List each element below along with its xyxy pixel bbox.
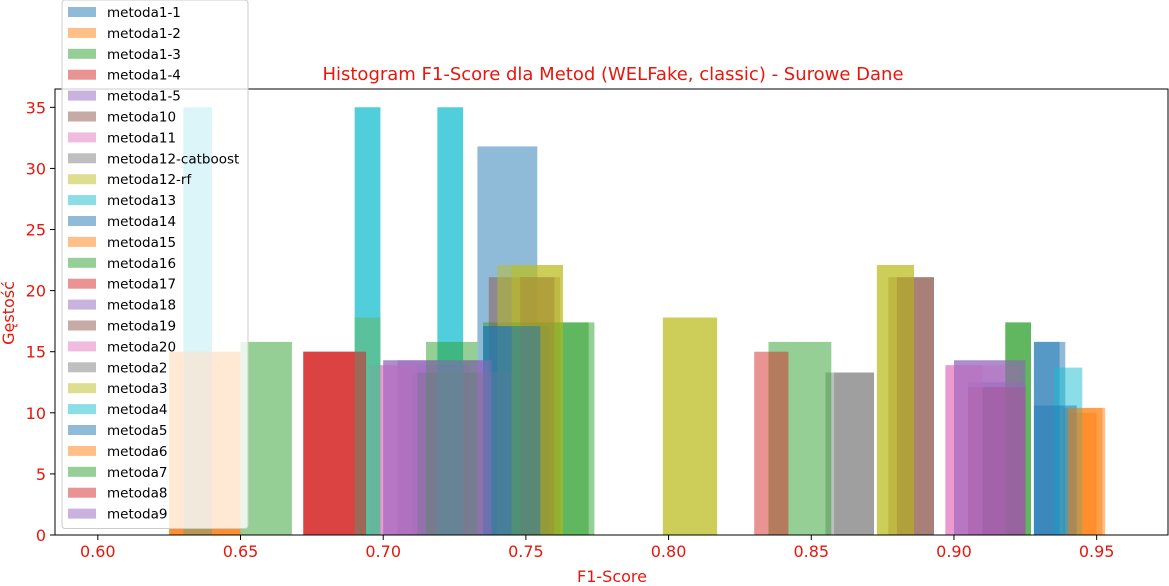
legend-label-metoda7: metoda7 xyxy=(107,465,167,481)
legend-label-metoda1-2: metoda1-2 xyxy=(107,26,181,42)
y-tick-label: 5 xyxy=(36,465,46,484)
legend-label-metoda1-5: metoda1-5 xyxy=(107,89,181,105)
legend-swatch-metoda14 xyxy=(68,216,96,226)
legend-swatch-metoda12-catboost xyxy=(68,153,96,164)
x-axis-ticks: 0.60 0.65 0.70 0.75 0.80 0.85 0.90 0.95 xyxy=(80,535,1114,561)
legend-label-metoda3: metoda3 xyxy=(107,381,167,397)
x-tick-label: 0.80 xyxy=(651,542,687,561)
legend-swatch-metoda1-2 xyxy=(68,27,96,38)
legend-swatch-metoda1-4 xyxy=(68,69,96,80)
legend-label-metoda17: metoda17 xyxy=(107,277,176,293)
bar-metoda3-2 xyxy=(662,317,718,535)
legend-label-metoda19: metoda19 xyxy=(107,319,176,335)
legend-swatch-metoda9 xyxy=(68,508,96,519)
legend-swatch-metoda6 xyxy=(68,445,96,456)
legend-swatch-metoda5 xyxy=(68,425,96,435)
legend-label-metoda1-3: metoda1-3 xyxy=(107,47,181,63)
legend-swatch-metoda4 xyxy=(68,404,96,415)
legend-label-metoda12-catboost: metoda12-catboost xyxy=(107,151,239,167)
legend-label-metoda6: metoda6 xyxy=(107,444,167,460)
legend-label-metoda1-4: metoda1-4 xyxy=(107,68,181,84)
legend-label-metoda15: metoda15 xyxy=(107,235,176,251)
legend: metoda1-1 metoda1-2 metoda1-3 metoda1-4 meto… xyxy=(61,0,249,529)
bar-metoda3-3 xyxy=(876,265,914,535)
legend-label-metoda4: metoda4 xyxy=(107,402,167,418)
y-axis-ticks: 0 5 10 15 20 25 30 35 xyxy=(26,98,55,545)
legend-label-metoda9: metoda9 xyxy=(107,507,167,523)
legend-label-metoda5: metoda5 xyxy=(107,423,167,439)
legend-swatch-metoda7 xyxy=(68,466,96,477)
legend-swatch-metoda1-1 xyxy=(68,7,96,17)
legend-label-metoda18: metoda18 xyxy=(107,298,176,314)
bar-metoda2-1 xyxy=(834,372,875,535)
y-tick-label: 35 xyxy=(26,98,46,117)
legend-label-metoda8: metoda8 xyxy=(107,486,167,502)
y-tick-label: 25 xyxy=(26,221,46,240)
bar-metoda8-1 xyxy=(754,351,789,535)
x-tick-label: 0.95 xyxy=(1079,542,1115,561)
x-tick-label: 0.85 xyxy=(793,542,829,561)
x-tick-label: 0.90 xyxy=(936,542,972,561)
y-tick-label: 10 xyxy=(26,404,46,423)
x-tick-label: 0.75 xyxy=(508,542,544,561)
legend-label-metoda1-1: metoda1-1 xyxy=(107,5,181,21)
chart-title: Histogram F1-Score dla Metod (WELFake, c… xyxy=(322,64,903,85)
bar-metoda6-1 xyxy=(1068,407,1106,535)
legend-swatch-metoda8 xyxy=(68,487,96,498)
y-tick-label: 20 xyxy=(26,282,46,301)
legend-swatch-metoda2 xyxy=(68,362,96,373)
bar-metoda9-0 xyxy=(383,360,492,535)
bar-metoda9-1 xyxy=(954,360,1026,535)
axes-layer: 0.60 0.65 0.70 0.75 0.80 0.85 0.90 0.95 0 5 10 15 2… xyxy=(26,88,1169,561)
y-tick-label: 0 xyxy=(36,526,46,545)
legend-label-metoda16: metoda16 xyxy=(107,256,176,272)
bar-metoda7-0 xyxy=(240,341,292,535)
legend-label-metoda10: metoda10 xyxy=(107,110,176,126)
y-tick-label: 15 xyxy=(26,343,46,362)
legend-swatch-metoda20 xyxy=(68,341,96,352)
legend-swatch-metoda19 xyxy=(68,320,96,331)
plot-frame xyxy=(54,88,1169,536)
legend-label-metoda11: metoda11 xyxy=(107,130,176,146)
legend-swatch-metoda1-5 xyxy=(68,90,96,101)
legend-swatch-metoda15 xyxy=(68,236,96,247)
legend-label-metoda2: metoda2 xyxy=(107,360,167,376)
legend-label-metoda13: metoda13 xyxy=(107,193,176,209)
legend-swatch-metoda1-3 xyxy=(68,48,96,59)
legend-swatch-metoda11 xyxy=(68,132,96,143)
legend-swatch-metoda18 xyxy=(68,299,96,310)
bars-layer xyxy=(169,107,1106,536)
legend-box xyxy=(61,0,249,529)
x-axis-title: F1-Score xyxy=(577,567,647,586)
x-tick-label: 0.70 xyxy=(365,542,401,561)
y-tick-label: 30 xyxy=(26,159,46,178)
y-axis-title: Gęstość xyxy=(0,281,18,345)
legend-swatch-metoda17 xyxy=(68,278,96,289)
legend-swatch-metoda16 xyxy=(68,257,96,268)
x-tick-label: 0.60 xyxy=(80,542,116,561)
bar-metoda8-0 xyxy=(303,351,367,535)
legend-label-metoda20: metoda20 xyxy=(107,339,176,355)
legend-label-metoda14: metoda14 xyxy=(107,214,176,230)
legend-swatch-metoda12-rf xyxy=(68,174,96,185)
legend-swatch-metoda3 xyxy=(68,383,96,394)
x-tick-label: 0.65 xyxy=(223,542,259,561)
legend-swatch-metoda10 xyxy=(68,111,96,122)
bar-metoda5-0 xyxy=(483,326,541,535)
legend-swatch-metoda13 xyxy=(68,195,96,206)
legend-label-metoda12-rf: metoda12-rf xyxy=(107,172,192,188)
